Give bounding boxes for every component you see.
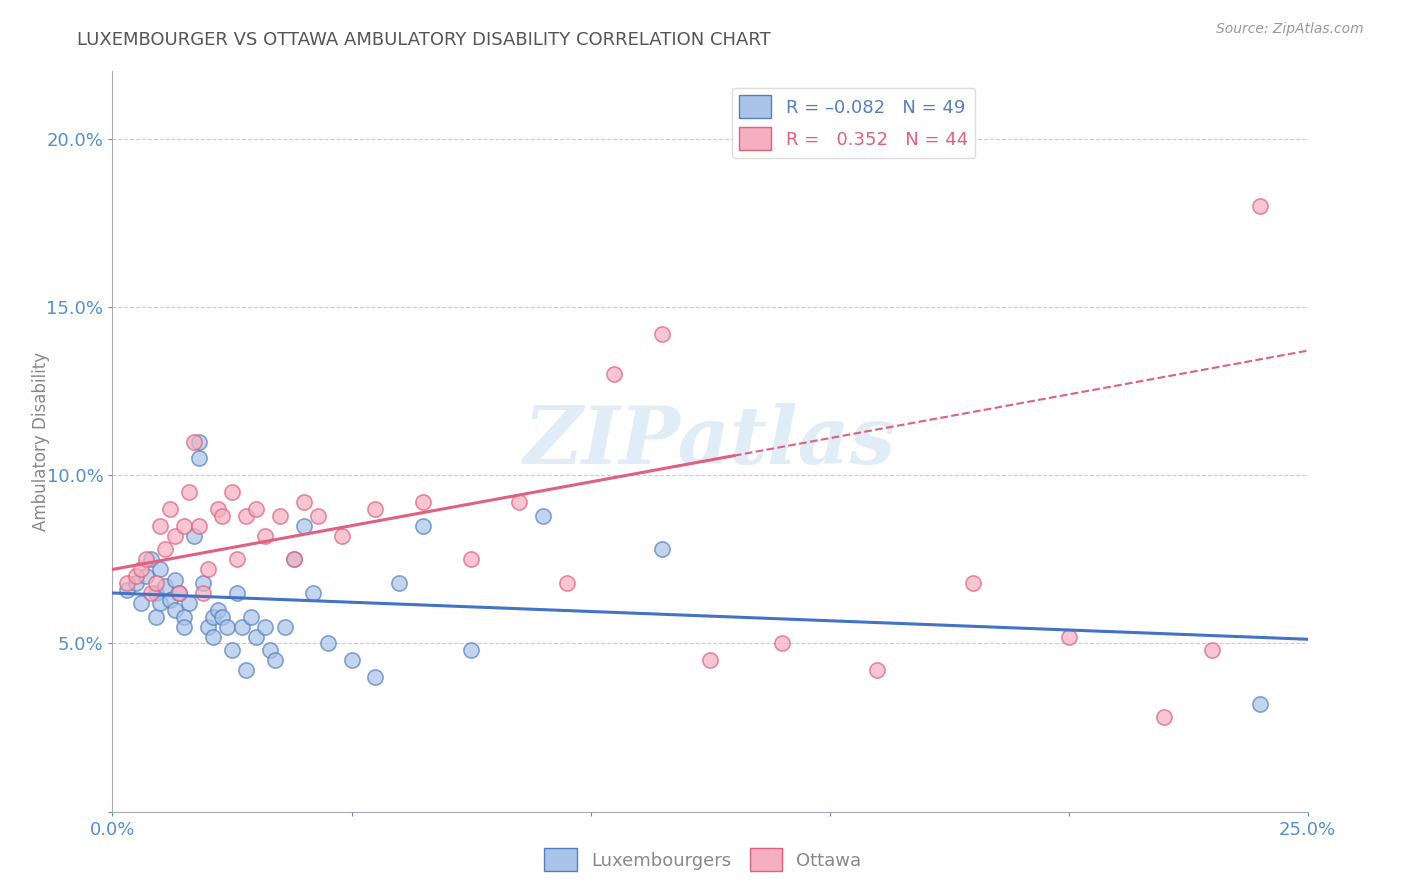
Point [153, 579, 176, 593]
Point [211, 508, 233, 523]
Point [145, 586, 167, 600]
Point [145, 609, 167, 624]
Point [699, 653, 721, 667]
Point [139, 552, 162, 566]
Point [1249, 199, 1271, 213]
Point [197, 562, 219, 576]
Point [292, 518, 315, 533]
Point [460, 643, 482, 657]
Point [269, 508, 291, 523]
Point [129, 596, 152, 610]
Point [302, 586, 325, 600]
Text: Source: ZipAtlas.com: Source: ZipAtlas.com [1216, 22, 1364, 37]
Point [169, 586, 191, 600]
Point [555, 575, 578, 590]
Point [364, 501, 387, 516]
Point [307, 508, 329, 523]
Point [221, 485, 243, 500]
Point [1249, 697, 1271, 711]
Point [159, 501, 181, 516]
Point [245, 501, 267, 516]
Point [340, 653, 363, 667]
Point [173, 619, 195, 633]
Point [193, 586, 215, 600]
Point [770, 636, 793, 650]
Point [225, 552, 247, 566]
Point [330, 529, 353, 543]
Point [173, 609, 195, 624]
Point [531, 508, 554, 523]
Point [207, 501, 229, 516]
Point [145, 575, 167, 590]
Point [364, 670, 387, 684]
Point [177, 485, 200, 500]
Point [651, 326, 673, 341]
Point [149, 562, 172, 576]
Point [412, 495, 434, 509]
Text: LUXEMBOURGER VS OTTAWA AMBULATORY DISABILITY CORRELATION CHART: LUXEMBOURGER VS OTTAWA AMBULATORY DISABI… [77, 31, 770, 49]
Point [866, 664, 889, 678]
Point [217, 619, 239, 633]
Point [183, 434, 205, 449]
Point [187, 434, 209, 449]
Point [254, 619, 277, 633]
Point [163, 603, 186, 617]
Point [235, 508, 257, 523]
Point [125, 569, 148, 583]
Point [221, 643, 243, 657]
Point [173, 518, 195, 533]
Point [245, 630, 267, 644]
Point [149, 596, 172, 610]
Point [163, 573, 186, 587]
Point [292, 495, 315, 509]
Point [153, 542, 176, 557]
Point [207, 603, 229, 617]
Point [183, 529, 205, 543]
Point [135, 552, 157, 566]
Point [139, 586, 162, 600]
Point [211, 609, 233, 624]
Point [240, 609, 263, 624]
Point [201, 630, 224, 644]
Point [508, 495, 530, 509]
Y-axis label: Ambulatory Disability: Ambulatory Disability [32, 352, 51, 531]
Point [264, 653, 287, 667]
Point [962, 575, 984, 590]
Point [651, 542, 673, 557]
Point [177, 596, 200, 610]
Point [231, 619, 253, 633]
Point [193, 575, 215, 590]
Point [1153, 710, 1175, 724]
Point [135, 569, 157, 583]
Point [187, 451, 209, 466]
Point [115, 575, 138, 590]
Point [259, 643, 281, 657]
Point [197, 619, 219, 633]
Point [388, 575, 411, 590]
Point [125, 575, 148, 590]
Point [603, 368, 626, 382]
Point [163, 529, 186, 543]
Point [273, 619, 295, 633]
Point [283, 552, 305, 566]
Point [201, 609, 224, 624]
Legend: R = –0.082   N = 49, R =   0.352   N = 44: R = –0.082 N = 49, R = 0.352 N = 44 [731, 87, 976, 158]
Text: ZIPatlas: ZIPatlas [524, 403, 896, 480]
Point [235, 664, 257, 678]
Point [187, 518, 209, 533]
Point [283, 552, 305, 566]
Point [159, 592, 181, 607]
Point [254, 529, 277, 543]
Point [149, 518, 172, 533]
Point [129, 562, 152, 576]
Point [1201, 643, 1223, 657]
Point [1057, 630, 1080, 644]
Point [316, 636, 339, 650]
Point [460, 552, 482, 566]
Point [412, 518, 434, 533]
Legend: Luxembourgers, Ottawa: Luxembourgers, Ottawa [537, 841, 869, 879]
Point [169, 586, 191, 600]
Point [225, 586, 247, 600]
Point [115, 582, 138, 597]
